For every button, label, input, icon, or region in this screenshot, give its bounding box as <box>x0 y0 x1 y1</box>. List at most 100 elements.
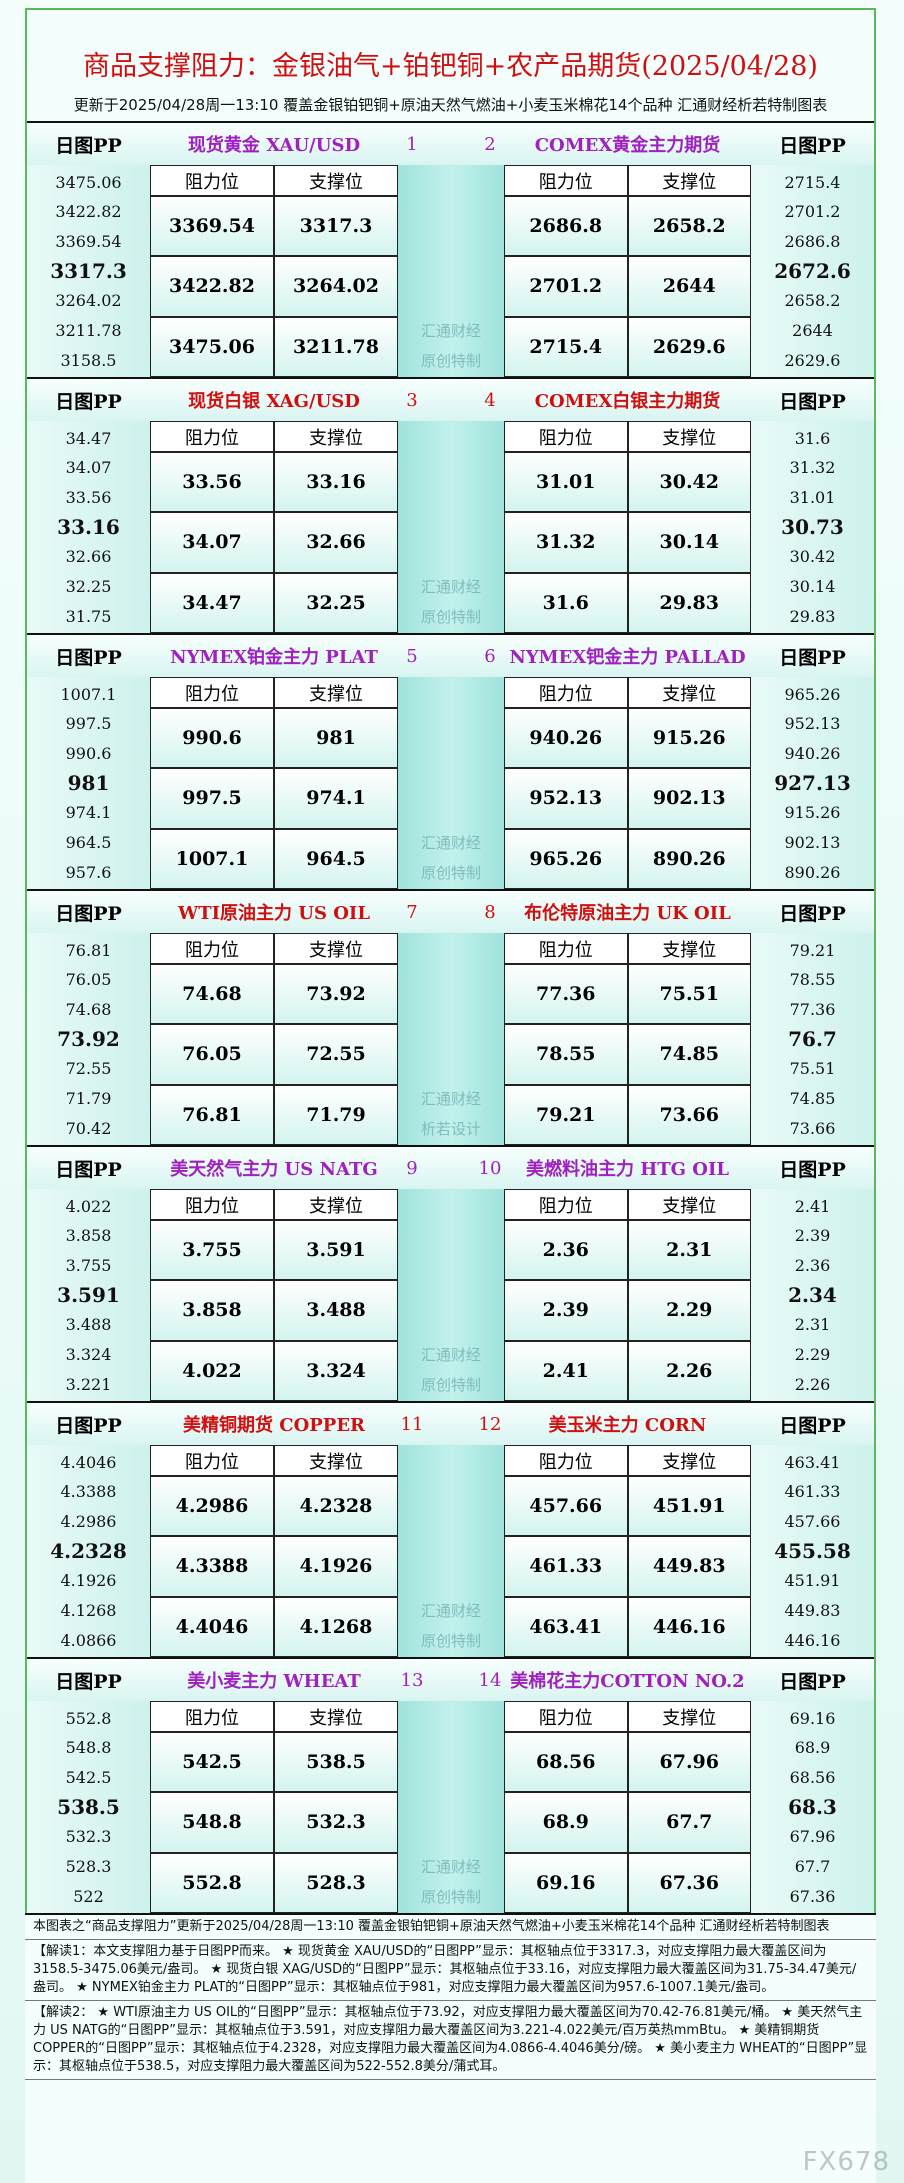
level-cell: 68.56 <box>504 1732 628 1793</box>
pp-value: 2701.2 <box>784 202 841 222</box>
table-header-cell: 支撑位 <box>627 677 751 708</box>
pp-value: 997.5 <box>65 714 112 734</box>
pp-value: 3.488 <box>65 1315 112 1335</box>
pp-value: 449.83 <box>784 1601 841 1620</box>
level-cell: 974.1 <box>274 768 398 829</box>
commodity-name: 布伦特原油主力 UK OIL <box>524 903 731 924</box>
pp-label: 日图PP <box>55 1158 122 1181</box>
pp-value: 74.85 <box>789 1089 836 1108</box>
pp-value: 3.858 <box>65 1226 112 1246</box>
block-number: 10 <box>478 1157 502 1179</box>
pp-column <box>27 1445 150 1657</box>
level-cell: 76.81 <box>150 1084 274 1145</box>
middle-column <box>398 1445 504 1657</box>
level-cell: 3369.54 <box>150 196 274 257</box>
pp-value: 2.34 <box>788 1283 837 1308</box>
pp-column <box>27 421 150 633</box>
table-header-cell: 阻力位 <box>504 165 628 196</box>
pp-value: 952.13 <box>784 714 841 734</box>
pp-value: 2686.8 <box>784 231 841 251</box>
level-cell: 2.29 <box>627 1280 751 1341</box>
pp-value: 3.324 <box>65 1345 112 1364</box>
pp-value: 33.56 <box>65 487 112 507</box>
middle-column <box>398 1701 504 1913</box>
pp-value: 2.41 <box>794 1196 831 1216</box>
pp-value: 2.36 <box>794 1255 831 1275</box>
table-header-cell: 支撑位 <box>627 933 751 964</box>
level-cell: 461.33 <box>504 1536 628 1597</box>
pp-value: 4.022 <box>65 1196 112 1216</box>
pp-label: 日图PP <box>779 1414 846 1437</box>
watermark-text: 原创特制 <box>420 351 481 370</box>
watermark-text: 汇通财经 <box>420 1345 481 1364</box>
pp-value: 77.36 <box>789 999 836 1019</box>
pp-value: 32.25 <box>65 577 112 596</box>
block-header <box>27 635 874 677</box>
level-cell: 2.26 <box>627 1340 751 1401</box>
watermark-text: 汇通财经 <box>420 833 481 852</box>
watermark-text: 原创特制 <box>420 863 481 882</box>
pp-value: 957.6 <box>65 862 112 882</box>
block-number: 1 <box>406 133 418 155</box>
pp-value: 67.36 <box>789 1886 836 1906</box>
commodity-name: NYMEX钯金主力 PALLAD <box>509 647 746 668</box>
pp-label: 日图PP <box>779 646 846 669</box>
pp-column <box>27 677 150 889</box>
block-header <box>27 1147 874 1189</box>
pp-value: 78.55 <box>789 970 836 990</box>
level-cell: 3.591 <box>274 1220 398 1281</box>
level-cell: 457.66 <box>504 1476 628 1537</box>
commodity-name: 美小麦主力 WHEAT <box>187 1671 361 1692</box>
level-cell: 68.9 <box>504 1792 628 1853</box>
pp-value: 68.56 <box>789 1767 836 1787</box>
level-cell: 3422.82 <box>150 256 274 317</box>
level-cell: 67.36 <box>627 1852 751 1913</box>
level-cell: 2715.4 <box>504 316 628 377</box>
level-cell: 1007.1 <box>150 828 274 889</box>
pp-column <box>751 1445 874 1657</box>
pp-value: 2658.2 <box>784 291 841 311</box>
block-number: 14 <box>478 1669 502 1691</box>
pp-label: 日图PP <box>55 390 122 413</box>
level-cell: 72.55 <box>274 1024 398 1085</box>
pp-value: 3422.82 <box>55 202 122 222</box>
level-cell: 3264.02 <box>274 256 398 317</box>
level-cell: 71.79 <box>274 1084 398 1145</box>
pp-value: 548.8 <box>65 1738 112 1758</box>
pp-column <box>751 1189 874 1401</box>
level-cell: 997.5 <box>150 768 274 829</box>
pp-label: 日图PP <box>55 902 122 925</box>
table-header-cell: 阻力位 <box>150 165 274 196</box>
pp-value: 3369.54 <box>55 231 122 251</box>
table-header-cell: 支撑位 <box>627 421 751 452</box>
pp-value: 4.2328 <box>50 1539 127 1564</box>
watermark-text: 汇通财经 <box>420 321 481 340</box>
pp-value: 4.3388 <box>60 1482 117 1502</box>
level-cell: 940.26 <box>504 708 628 769</box>
level-cell: 3.858 <box>150 1280 274 1341</box>
level-cell: 463.41 <box>504 1596 628 1657</box>
pp-label: 日图PP <box>779 390 846 413</box>
pp-value: 981 <box>67 771 110 796</box>
level-cell: 3.324 <box>274 1340 398 1401</box>
pp-value: 3.591 <box>57 1283 120 1308</box>
block-number: 6 <box>484 645 496 667</box>
pp-value: 31.01 <box>789 487 836 507</box>
level-cell: 902.13 <box>627 768 751 829</box>
level-cell: 78.55 <box>504 1024 628 1085</box>
pp-column <box>27 1189 150 1401</box>
pp-value: 4.2986 <box>60 1511 117 1531</box>
level-cell: 981 <box>274 708 398 769</box>
level-cell: 33.56 <box>150 452 274 513</box>
table-header-cell: 阻力位 <box>150 1189 274 1220</box>
pp-value: 463.41 <box>784 1452 841 1472</box>
pp-column <box>751 421 874 633</box>
level-cell: 4.1926 <box>274 1536 398 1597</box>
level-cell: 451.91 <box>627 1476 751 1537</box>
pp-value: 75.51 <box>789 1059 836 1079</box>
level-cell: 4.1268 <box>274 1596 398 1657</box>
pp-value: 76.81 <box>65 940 112 960</box>
level-cell: 79.21 <box>504 1084 628 1145</box>
pp-value: 72.55 <box>65 1059 112 1079</box>
